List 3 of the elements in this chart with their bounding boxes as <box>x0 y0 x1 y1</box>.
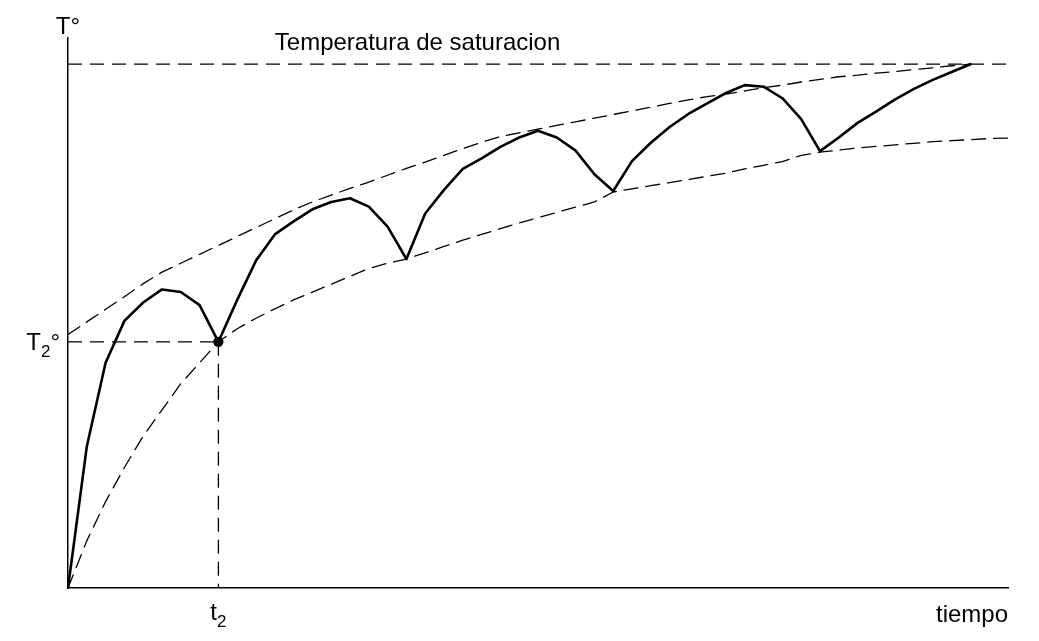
x-axis-title: tiempo <box>935 600 1009 627</box>
y-axis-title: T° <box>55 12 81 39</box>
ref-line-label: Temperatura de saturacion <box>274 28 561 56</box>
